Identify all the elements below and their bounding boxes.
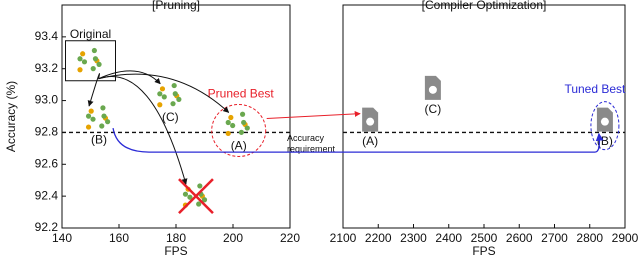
neuron <box>77 67 83 73</box>
neuron <box>241 119 247 126</box>
x-tick-label: 160 <box>109 231 129 245</box>
neuron <box>228 114 234 121</box>
arrow <box>98 73 230 113</box>
neuron <box>238 129 245 135</box>
point-label: (A) <box>362 134 378 148</box>
x-tick-label: 2700 <box>541 231 568 245</box>
x-tick-label: 2100 <box>330 231 357 245</box>
neuron <box>157 91 163 97</box>
neuron <box>88 108 94 114</box>
neuron <box>197 183 203 189</box>
x-tick-label: 200 <box>223 231 243 245</box>
gear <box>366 117 375 126</box>
neuron <box>81 59 88 65</box>
neuron <box>101 113 107 119</box>
highlight-label: Tuned Best <box>564 82 626 96</box>
neuron <box>159 86 166 92</box>
y-axis-label: Accuracy (%) <box>4 81 18 152</box>
point-label: Original <box>70 27 111 41</box>
x-tick-label: 2900 <box>612 231 639 245</box>
neuron <box>176 96 182 103</box>
neuron <box>90 116 96 122</box>
point-label: (A) <box>231 139 247 153</box>
point-label: (C) <box>425 102 442 116</box>
icon-frame <box>65 40 116 82</box>
neuron <box>92 56 99 62</box>
point-icon <box>225 111 250 137</box>
plot-frame <box>342 4 626 229</box>
highlight-ring <box>590 101 620 151</box>
gear <box>428 85 437 94</box>
neuron <box>161 94 167 100</box>
arrow <box>98 70 161 85</box>
point-label: (B) <box>91 132 107 146</box>
x-tick-label: 2200 <box>365 231 392 245</box>
point-icon <box>178 178 214 215</box>
neuron <box>85 124 92 130</box>
arrow <box>112 127 604 153</box>
arrow <box>266 110 361 119</box>
neuron <box>171 82 177 89</box>
point-icon <box>424 75 441 100</box>
neuron <box>182 191 189 197</box>
neuron <box>196 201 202 207</box>
threshold-label: Accuracy <box>287 133 325 143</box>
y-tick-label: 92.8 <box>35 125 59 139</box>
x-tick-label: 2600 <box>506 231 533 245</box>
highlight-ring <box>211 103 267 157</box>
x-axis-label: FPS <box>472 244 495 258</box>
neuron <box>157 102 163 108</box>
neuron <box>91 47 97 54</box>
y-tick-label: 92.2 <box>35 220 59 234</box>
neuron <box>225 119 231 126</box>
point-icon <box>596 107 613 132</box>
x-tick-label: 2400 <box>435 231 462 245</box>
neuron <box>172 91 178 97</box>
threshold-label: requirement <box>287 144 336 154</box>
panel-title: [Pruning] <box>152 0 200 12</box>
neuron <box>225 130 231 137</box>
neuron <box>85 113 92 119</box>
neuron <box>170 101 176 107</box>
x-tick-label: 140 <box>52 231 72 245</box>
point-icon <box>65 40 116 82</box>
y-tick-label: 93.2 <box>35 61 59 75</box>
panel-title: [Compiler Optimization] <box>422 0 547 12</box>
neuron <box>99 123 105 129</box>
y-tick-label: 92.6 <box>35 156 59 170</box>
x-tick-label: 180 <box>166 231 186 245</box>
x-tick-label: 2800 <box>576 231 603 245</box>
neuron <box>77 56 83 62</box>
neuron <box>244 125 250 131</box>
x-tick-label: 2500 <box>471 231 498 245</box>
point-icon <box>85 105 111 130</box>
arrow <box>87 73 101 107</box>
neuron <box>90 66 96 72</box>
cross <box>178 178 214 215</box>
y-tick-label: 93.0 <box>35 93 59 107</box>
point-icon <box>362 107 379 132</box>
neuron <box>230 122 236 129</box>
neuron <box>187 194 193 200</box>
neuron <box>100 105 106 111</box>
point-label: (C) <box>162 110 179 124</box>
neuron <box>239 111 246 117</box>
arrow <box>98 76 188 185</box>
point-icon <box>157 82 182 108</box>
neuron <box>80 51 86 57</box>
neuron <box>96 61 102 67</box>
gear <box>600 117 609 126</box>
x-axis-label: FPS <box>164 244 187 258</box>
x-tick-label: 2300 <box>400 231 427 245</box>
neuron <box>105 119 111 125</box>
neuron <box>201 197 208 203</box>
highlight-label: Pruned Best <box>208 87 275 101</box>
y-tick-label: 93.4 <box>35 29 59 43</box>
y-tick-label: 92.4 <box>35 188 59 202</box>
x-tick-label: 220 <box>280 231 300 245</box>
